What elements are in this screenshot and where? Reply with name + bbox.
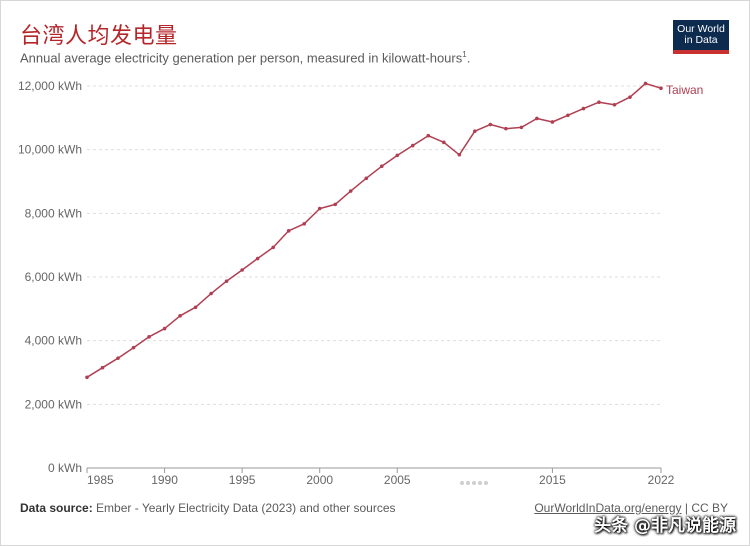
subtitle-text: Annual average electricity generation pe… (20, 50, 463, 66)
y-tick-label: 4,000 kWh (25, 334, 82, 348)
data-point (147, 335, 151, 339)
data-point (100, 365, 105, 370)
data-point (504, 126, 508, 131)
license-text: | CC BY (681, 501, 728, 515)
data-point (209, 291, 213, 296)
chart-subtitle: Annual average electricity generation pe… (20, 50, 471, 66)
data-point (379, 164, 384, 169)
data-point (178, 314, 182, 318)
subtitle-footnote-marker: 1 (462, 50, 467, 59)
series-label: Taiwan (666, 83, 703, 97)
data-point (442, 140, 446, 145)
data-source: Data source: Ember - Yearly Electricity … (20, 501, 396, 515)
data-point (333, 202, 338, 207)
data-point (162, 326, 167, 331)
x-tick-label: 1995 (229, 473, 256, 487)
data-point (317, 206, 322, 211)
data-point (426, 133, 431, 138)
data-source-text: Ember - Yearly Electricity Data (2023) a… (92, 501, 396, 515)
x-tick-label: 1985 (87, 473, 114, 487)
data-point (193, 305, 198, 310)
data-point (131, 345, 136, 350)
data-point (410, 143, 415, 148)
data-point (566, 113, 570, 118)
data-point (85, 375, 89, 380)
data-point (581, 106, 586, 111)
data-point (473, 129, 477, 134)
data-point (348, 189, 353, 193)
logo-line-2: in Data (684, 34, 718, 46)
y-tick-label: 0 kWh (48, 461, 82, 475)
data-point (488, 122, 493, 127)
x-tick-label: 2015 (539, 473, 566, 487)
data-point (550, 120, 555, 124)
y-tick-label: 10,000 kWh (18, 143, 82, 157)
data-point (224, 279, 229, 283)
chart-title: 台湾人均发电量 (20, 24, 178, 49)
owid-energy-link[interactable]: OurWorldInData.org/energy (534, 501, 682, 515)
y-tick-label: 2,000 kWh (25, 397, 82, 411)
data-point (643, 81, 648, 86)
footer-link: OurWorldInData.org/energy | CC BY (534, 501, 728, 515)
y-tick-label: 6,000 kWh (25, 270, 82, 284)
data-point (659, 86, 663, 91)
x-tick-label: 1990 (151, 473, 178, 487)
data-point (364, 176, 369, 181)
data-point (535, 116, 539, 121)
data-point (116, 356, 120, 360)
data-point (286, 229, 291, 233)
logo-line-1: Our World (677, 23, 725, 35)
data-point (628, 95, 632, 99)
watermark: 头条 @非凡说能源 (594, 516, 736, 536)
data-point (612, 102, 617, 107)
data-point (597, 100, 601, 105)
data-point (395, 153, 400, 158)
x-tick-label: 2005 (384, 473, 411, 487)
x-tick-label: 2000 (306, 473, 333, 487)
x-tick-label: 2022 (648, 473, 675, 487)
y-tick-label: 8,000 kWh (25, 206, 82, 220)
data-source-label: Data source: (20, 501, 93, 515)
data-point (519, 125, 524, 130)
y-tick-label: 12,000 kWh (18, 79, 82, 93)
series-line-taiwan (86, 82, 662, 378)
data-point (240, 268, 244, 272)
data-point (255, 256, 260, 261)
data-point (271, 245, 275, 250)
owid-logo[interactable]: Our World in Data (673, 20, 729, 54)
data-point (302, 222, 306, 226)
data-point (457, 152, 462, 157)
timeline-scrubber-dots[interactable] (460, 474, 490, 485)
